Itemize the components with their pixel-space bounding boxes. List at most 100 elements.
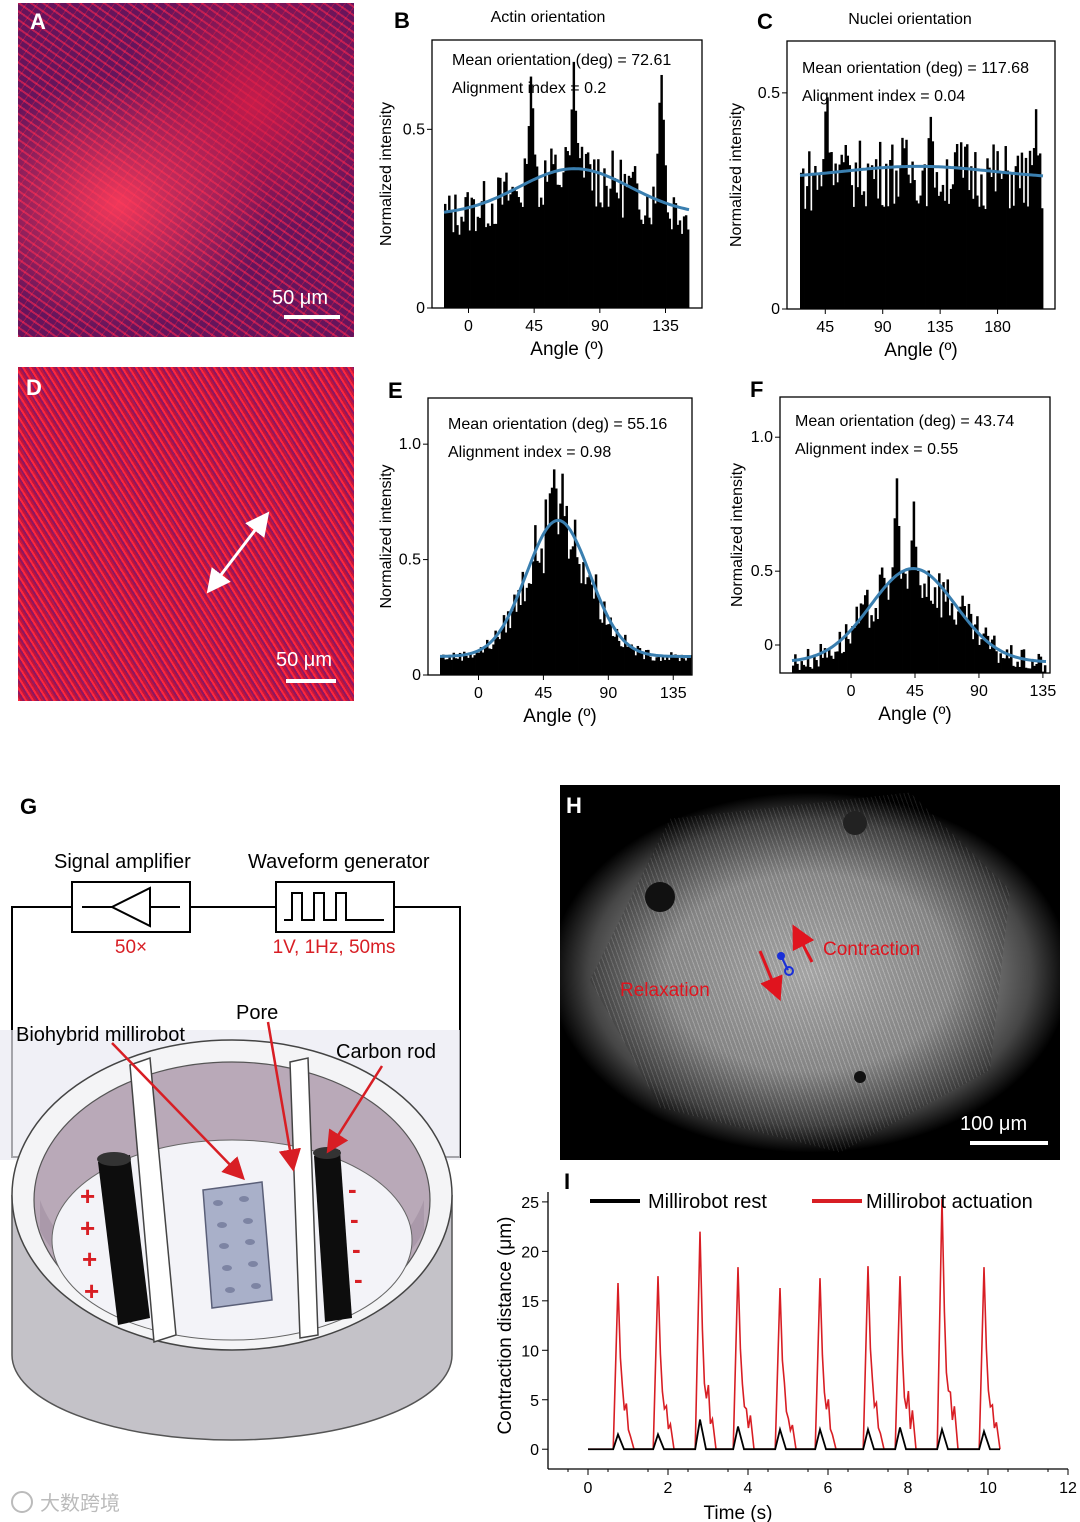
mean-orientation-label: Mean orientation (deg) = 55.16 <box>448 416 667 433</box>
hist-bar <box>948 615 952 673</box>
hist-bar <box>654 203 657 308</box>
hist-bar <box>625 187 629 308</box>
x-tick-label: 0 <box>584 1480 593 1497</box>
hist-bar <box>992 144 995 309</box>
hist-bar <box>537 206 541 308</box>
hist-bar <box>921 170 924 309</box>
hist-bar <box>820 186 823 309</box>
hist-bar <box>546 525 550 675</box>
hist-bar <box>467 657 470 675</box>
y-tick-label: 0.5 <box>399 552 421 569</box>
hist-bar <box>1014 666 1017 673</box>
alignment-arrow <box>206 511 270 594</box>
hist-bar <box>680 233 684 308</box>
hist-bar <box>446 659 449 675</box>
x-axis-label: Angle (º) <box>884 340 957 361</box>
hist-bar <box>943 200 947 309</box>
hist-bar <box>653 660 656 675</box>
hist-bar <box>883 206 886 309</box>
hist-bar <box>613 177 616 308</box>
hist-bar <box>517 196 520 308</box>
hist-bar <box>1036 155 1040 309</box>
hist-bar <box>561 473 564 675</box>
hist-bar <box>586 152 590 308</box>
hist-bar <box>534 525 537 675</box>
hist-bar <box>503 181 506 308</box>
hist-bar <box>446 210 449 308</box>
hist-bar <box>1020 152 1024 309</box>
hist-bar <box>974 624 977 673</box>
hist-bar <box>532 561 535 675</box>
hist-bar <box>902 570 905 673</box>
hist-bar <box>630 644 633 675</box>
holder-plate-left <box>129 1056 177 1343</box>
hist-bar <box>1034 109 1038 310</box>
hist-bar <box>497 177 500 308</box>
hist-bar <box>607 206 610 308</box>
hist-bar <box>580 583 583 675</box>
stimulus-params: 1V, 1Hz, 50ms <box>273 937 396 958</box>
x-tick-label: 135 <box>927 319 954 336</box>
hist-bar <box>951 184 955 309</box>
hist-bar <box>609 617 612 675</box>
hist-bar <box>519 202 522 308</box>
gaussian-fit-e <box>440 518 691 658</box>
minus-sign-1: - <box>348 1174 357 1204</box>
hist-bar <box>603 601 606 675</box>
y-tick-label: 1.0 <box>751 429 773 446</box>
hist-bar <box>823 648 827 673</box>
hist-bar <box>572 61 576 308</box>
hist-bar <box>546 181 549 308</box>
y-tick-label: 0.5 <box>751 563 773 580</box>
hist-bar <box>578 158 582 308</box>
hist-bar <box>856 187 860 309</box>
hist-bar <box>810 210 813 309</box>
hist-bar <box>621 217 625 308</box>
hist-bar <box>933 587 937 673</box>
hist-bar <box>825 657 829 673</box>
hist-bar <box>866 589 869 673</box>
hist-bar <box>1006 170 1009 309</box>
x-tick-label: 180 <box>984 319 1011 336</box>
hist-bar <box>486 639 489 675</box>
hist-bar <box>940 617 943 673</box>
hist-bar <box>496 636 499 675</box>
hist-bar <box>830 152 833 309</box>
hist-bar <box>523 158 527 308</box>
mean-orientation-label: Mean orientation (deg) = 43.74 <box>795 413 1014 430</box>
hist-bar <box>935 607 939 673</box>
hist-bar <box>560 187 563 308</box>
hist-bar <box>557 534 560 675</box>
x-tick-label: 45 <box>535 685 553 702</box>
hist-bar <box>965 620 969 673</box>
x-tick-label: 135 <box>1030 683 1057 700</box>
hist-bar <box>617 640 621 675</box>
hist-bar <box>684 660 688 675</box>
watermark: 大数跨境 <box>11 1491 120 1515</box>
hist-bar <box>605 185 608 308</box>
hist-bar <box>806 648 810 673</box>
hist-bar <box>1016 155 1020 309</box>
hist-bar <box>929 600 933 673</box>
gaussian-fit-f <box>791 566 1047 663</box>
hist-bar <box>1035 663 1038 673</box>
hist-bar <box>927 138 930 309</box>
mean-orientation-label: Mean orientation (deg) = 117.68 <box>802 60 1029 77</box>
hist-bar <box>619 159 623 308</box>
hist-bar <box>676 224 680 308</box>
hist-bar <box>472 199 476 308</box>
hist-bar <box>1020 649 1024 673</box>
hist-bar <box>649 656 652 675</box>
hist-bar <box>813 654 816 673</box>
hist-bar <box>688 655 692 675</box>
hist-bar <box>564 147 567 308</box>
x-tick-label: 90 <box>874 319 892 336</box>
hist-bar <box>680 654 684 675</box>
hist-bar <box>500 627 504 675</box>
hist-bar <box>1000 178 1003 309</box>
hist-bar <box>515 611 518 675</box>
watermark-text: 大数跨境 <box>40 1492 120 1515</box>
hist-bar <box>997 662 1000 673</box>
hist-bar <box>554 154 557 308</box>
